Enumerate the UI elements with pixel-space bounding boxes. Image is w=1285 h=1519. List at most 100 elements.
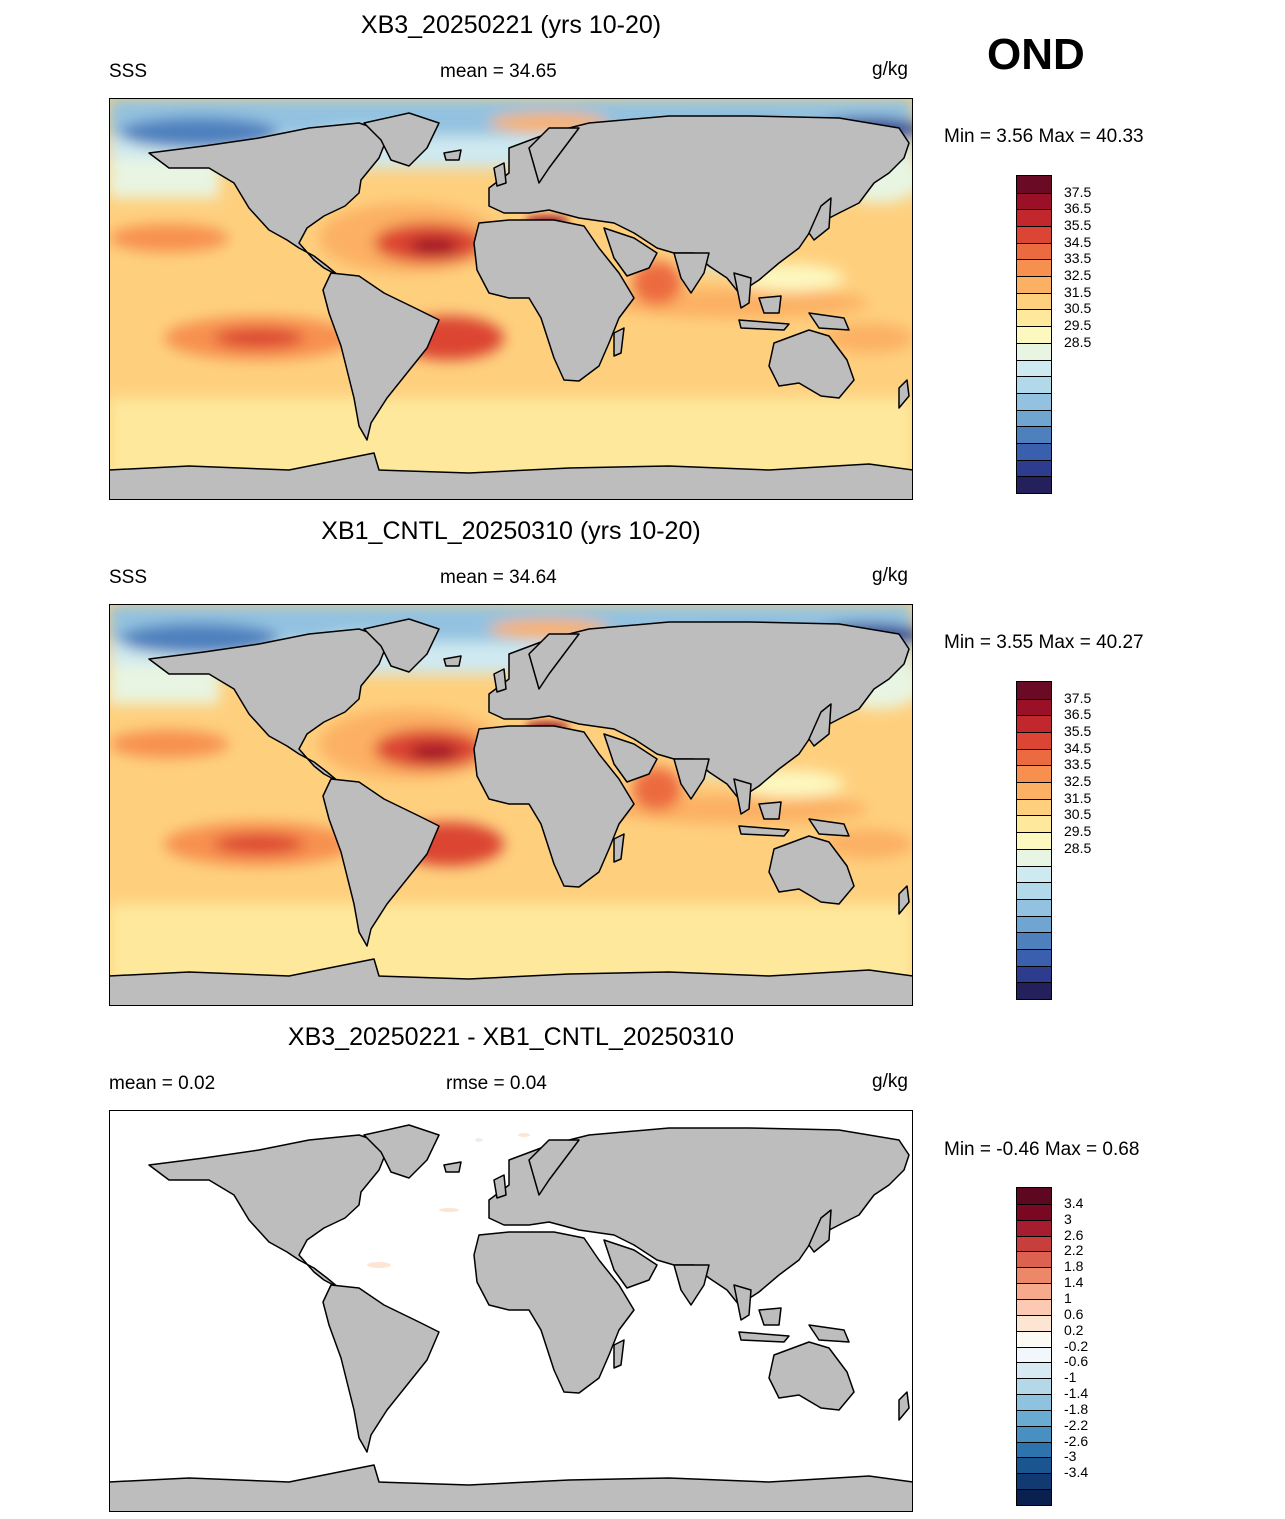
colorbar-box — [1017, 815, 1051, 833]
panel-3-mean-label: mean = 0.02 — [109, 1073, 216, 1094]
colorbar-box — [1017, 882, 1051, 899]
colorbar-box — [1017, 1251, 1051, 1268]
panel-2-title: XB1_CNTL_20250310 (yrs 10-20) — [321, 517, 701, 545]
colorbar-label: -0.6 — [1064, 1353, 1089, 1370]
panel-1-minmax-label: Min = 3.56 Max = 40.33 — [944, 126, 1144, 147]
colorbar-box — [1017, 442, 1051, 460]
colorbar-box — [1017, 982, 1051, 999]
colorbar-box — [1017, 259, 1051, 277]
colorbar-label: 2.2 — [1064, 1242, 1084, 1259]
colorbar-label: 30.5 — [1064, 300, 1092, 317]
panel-2-colorbar — [1016, 681, 1052, 1000]
panel-1-title: XB3_20250221 (yrs 10-20) — [360, 11, 662, 39]
colorbar-label: 3.4 — [1064, 1194, 1084, 1211]
colorbar-box — [1017, 476, 1051, 493]
colorbar-label: 37.5 — [1064, 689, 1092, 706]
panel-2-variable-label: SSS — [109, 567, 148, 588]
colorbar-box — [1017, 1457, 1051, 1474]
colorbar-label: -3 — [1064, 1448, 1077, 1465]
panel-3-rmse-label: rmse = 0.04 — [446, 1073, 547, 1094]
colorbar-box — [1017, 392, 1051, 410]
colorbar-box — [1017, 1219, 1051, 1236]
colorbar-label: 28.5 — [1064, 839, 1092, 856]
colorbar-label: 29.5 — [1064, 823, 1092, 840]
colorbar-box — [1017, 1346, 1051, 1363]
colorbar-box — [1017, 1409, 1051, 1426]
panel-1-map — [109, 98, 913, 500]
colorbar-box — [1017, 848, 1051, 866]
colorbar-label: -3.4 — [1064, 1464, 1089, 1481]
panel-3-map — [109, 1110, 913, 1512]
colorbar-box — [1017, 765, 1051, 783]
colorbar-label: 37.5 — [1064, 183, 1092, 200]
colorbar-box — [1017, 176, 1051, 193]
colorbar-label: 35.5 — [1064, 217, 1092, 234]
colorbar-label: -1 — [1064, 1369, 1077, 1386]
colorbar-box — [1017, 1441, 1051, 1458]
colorbar-box — [1017, 1267, 1051, 1284]
colorbar-label: 33.5 — [1064, 756, 1092, 773]
panel-3-map-svg — [109, 1110, 913, 1512]
colorbar-box — [1017, 1473, 1051, 1490]
colorbar-box — [1017, 309, 1051, 327]
colorbar-box — [1017, 459, 1051, 477]
colorbar-box — [1017, 359, 1051, 377]
colorbar-box — [1017, 1378, 1051, 1395]
colorbar-box — [1017, 192, 1051, 210]
panel-3-colorbar — [1016, 1187, 1052, 1506]
colorbar-box — [1017, 965, 1051, 983]
colorbar-box — [1017, 276, 1051, 293]
colorbar-label: -1.4 — [1064, 1385, 1089, 1402]
panel-2-minmax-label: Min = 3.55 Max = 40.27 — [944, 632, 1144, 653]
season-label: OND — [987, 30, 1085, 79]
colorbar-box — [1017, 948, 1051, 966]
colorbar-box — [1017, 782, 1051, 799]
colorbar-box — [1017, 865, 1051, 883]
colorbar-box — [1017, 1283, 1051, 1299]
colorbar-box — [1017, 342, 1051, 360]
panel-2-mean-label: mean = 34.64 — [440, 567, 557, 588]
colorbar-label: 32.5 — [1064, 267, 1092, 284]
colorbar-box — [1017, 1235, 1051, 1252]
colorbar-label: 32.5 — [1064, 773, 1092, 790]
colorbar-box — [1017, 226, 1051, 243]
colorbar-box — [1017, 1362, 1051, 1379]
colorbar-box — [1017, 1298, 1051, 1315]
panel-3-minmax-label: Min = -0.46 Max = 0.68 — [944, 1139, 1140, 1160]
colorbar-box — [1017, 798, 1051, 816]
colorbar-box — [1017, 898, 1051, 916]
colorbar-box — [1017, 832, 1051, 849]
colorbar-label: 2.6 — [1064, 1226, 1084, 1243]
colorbar-box — [1017, 682, 1051, 699]
colorbar-box — [1017, 748, 1051, 766]
colorbar-label: -0.2 — [1064, 1337, 1089, 1354]
colorbar-box — [1017, 409, 1051, 427]
colorbar-label: 28.5 — [1064, 333, 1092, 350]
colorbar-label: 34.5 — [1064, 739, 1092, 756]
colorbar-label: 34.5 — [1064, 233, 1092, 250]
colorbar-label: 1.8 — [1064, 1258, 1084, 1275]
panel-3-title: XB3_20250221 - XB1_CNTL_20250310 — [287, 1023, 735, 1051]
colorbar-box — [1017, 715, 1051, 733]
colorbar-label: 36.5 — [1064, 706, 1092, 723]
panel-3-units-label: g/kg — [872, 1071, 908, 1092]
colorbar-label: 0.6 — [1064, 1305, 1084, 1322]
colorbar-box — [1017, 1203, 1051, 1220]
panel-1-variable-label: SSS — [109, 61, 148, 82]
panel-2-units-label: g/kg — [872, 565, 908, 586]
colorbar-label: 30.5 — [1064, 806, 1092, 823]
panel-1-colorbar — [1016, 175, 1052, 494]
colorbar-label: 35.5 — [1064, 723, 1092, 740]
colorbar-box — [1017, 209, 1051, 227]
colorbar-label: -1.8 — [1064, 1400, 1089, 1417]
colorbar-label: -2.6 — [1064, 1432, 1089, 1449]
colorbar-box — [1017, 1314, 1051, 1331]
colorbar-box — [1017, 292, 1051, 310]
colorbar-box — [1017, 915, 1051, 933]
colorbar-box — [1017, 242, 1051, 260]
colorbar-label: 1.4 — [1064, 1274, 1084, 1291]
panel-1-map-svg — [109, 98, 913, 500]
panel-1-units-label: g/kg — [872, 59, 908, 80]
colorbar-label: 0.2 — [1064, 1321, 1084, 1338]
colorbar-box — [1017, 426, 1051, 443]
